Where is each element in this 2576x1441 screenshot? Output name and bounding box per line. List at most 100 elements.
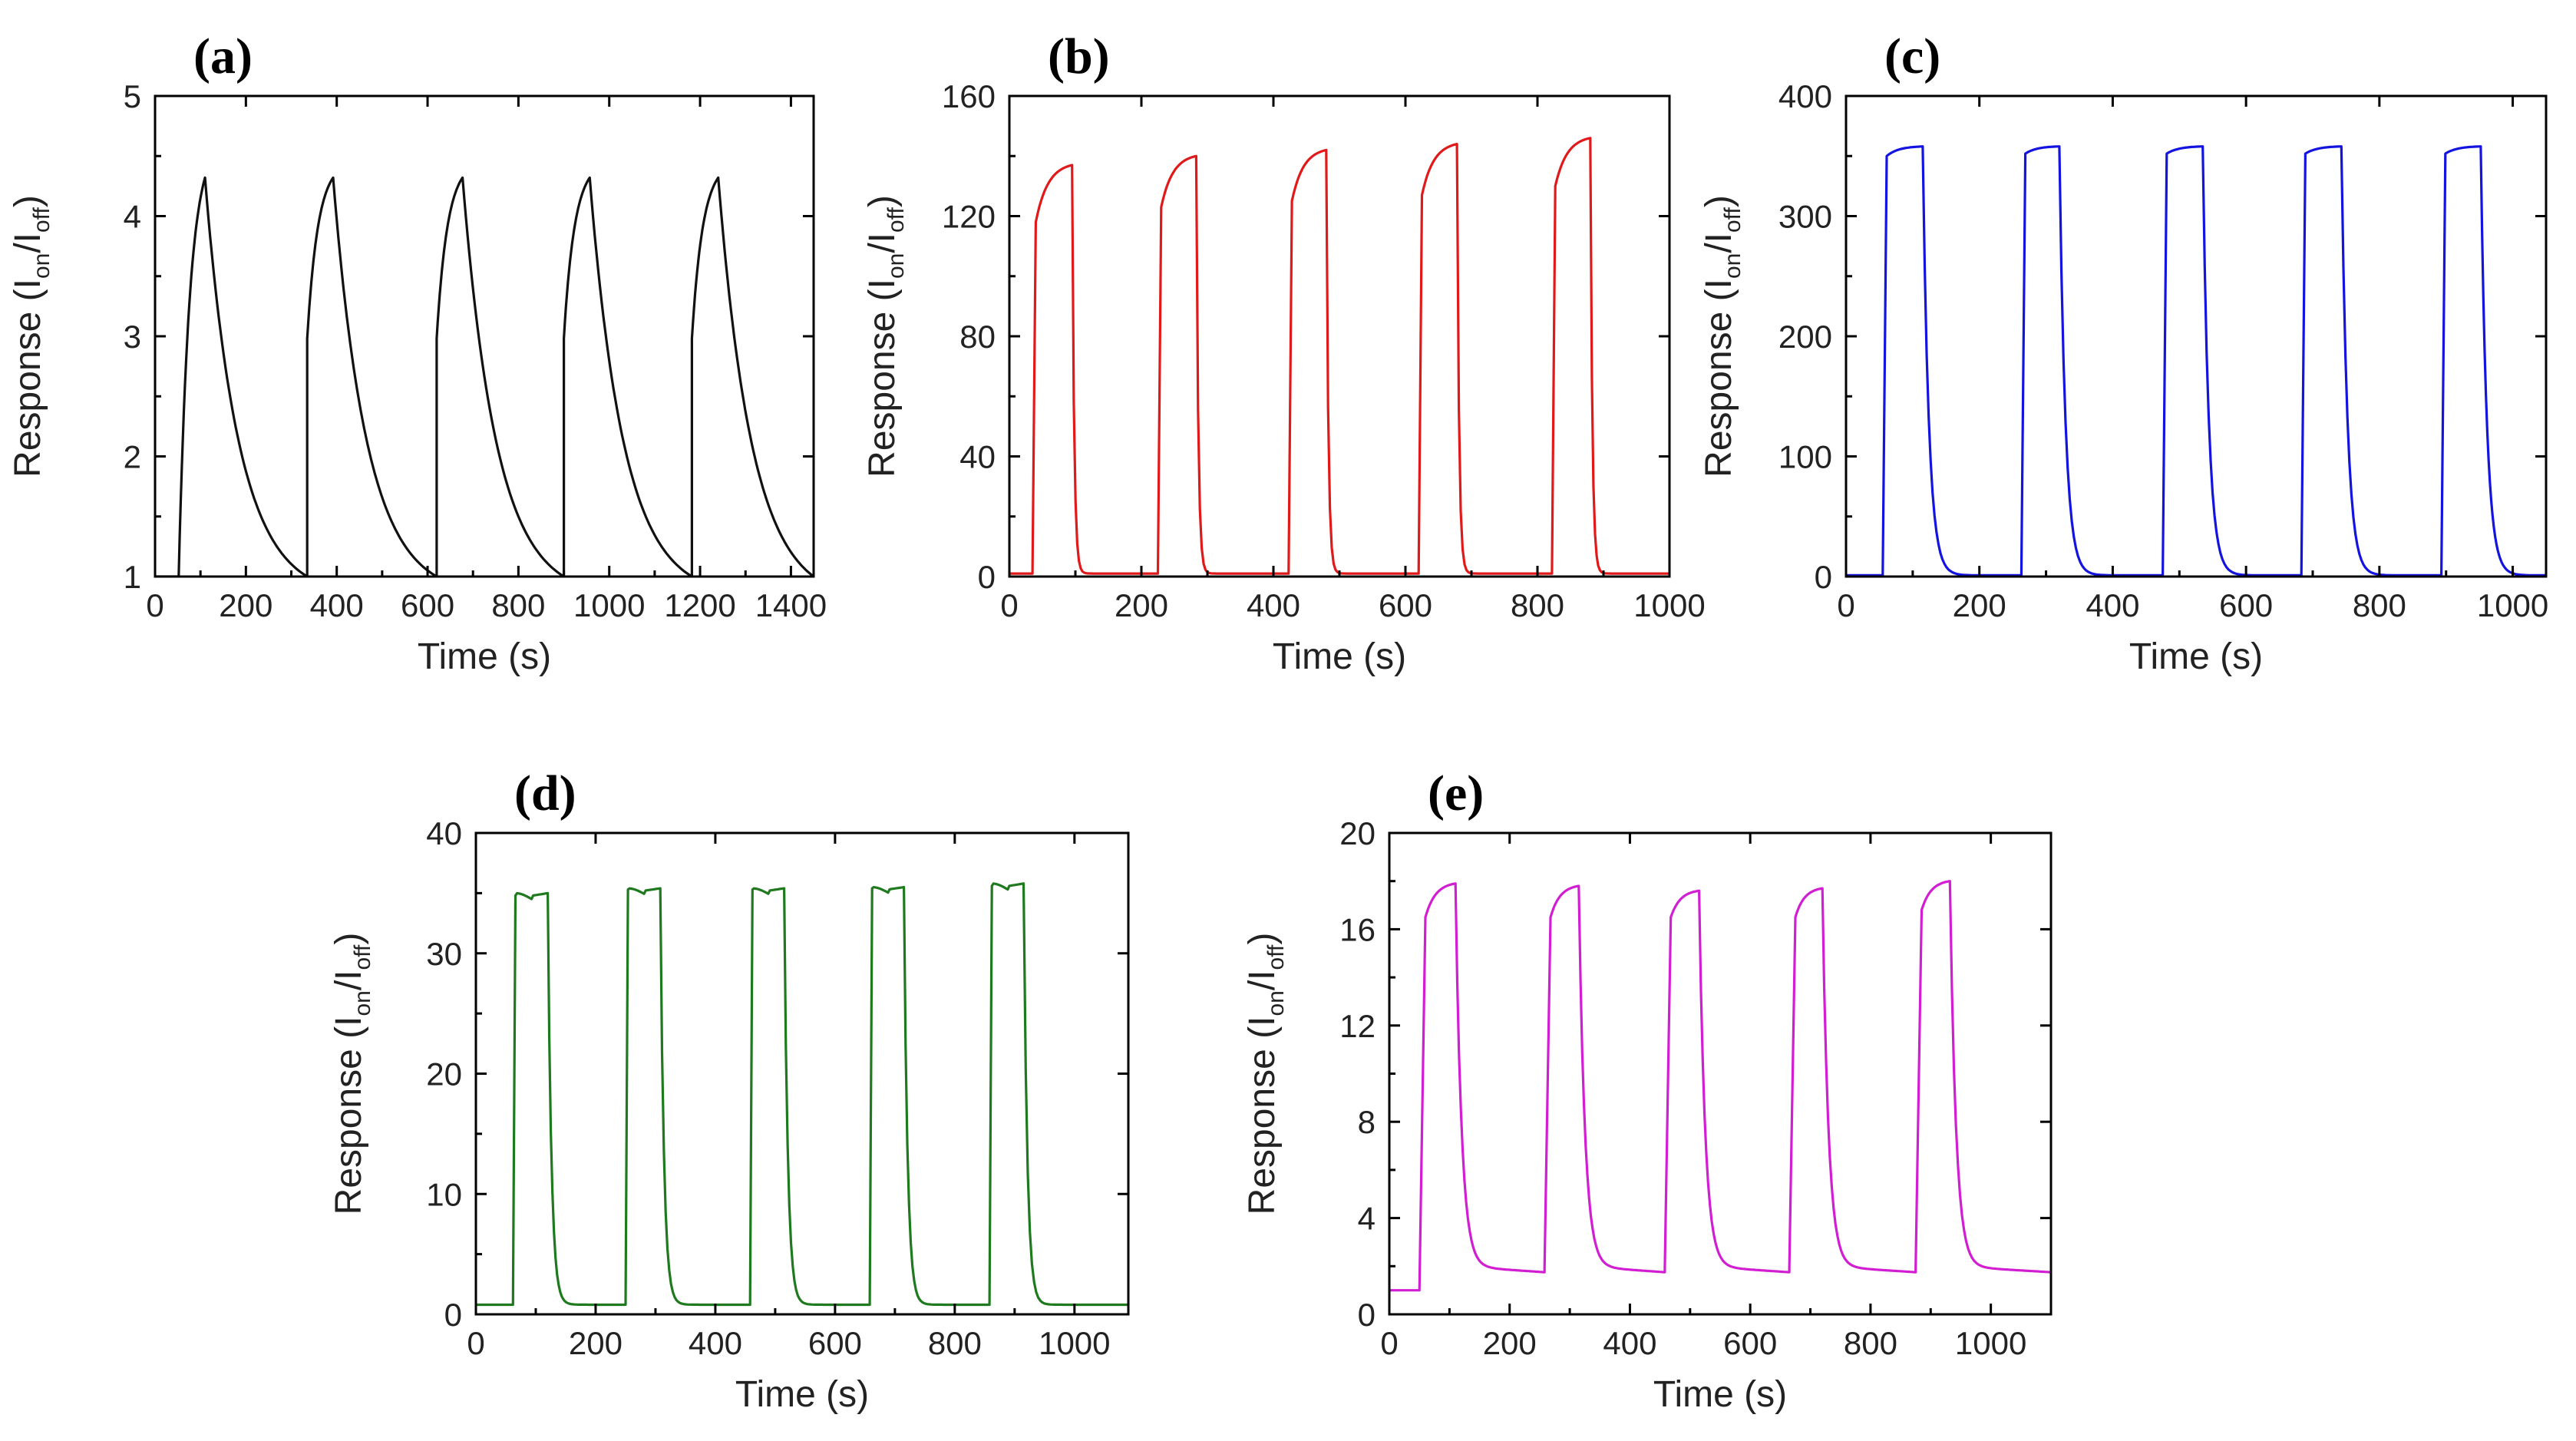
chart-panel-d: (d) 0 200 400 600 800 1000 0 10 20 30 40 Time (s) Res… [329,765,1130,1415]
y-axis-title-part-sub1: on [1720,253,1745,279]
y-axis-title-part-main: Response (I [329,1016,369,1215]
y-tick-label-d: 0 [444,1297,462,1333]
x-tick-label-e: 400 [1603,1325,1656,1361]
y-tick-label-a: 5 [124,78,141,114]
x-tick-label-c: 400 [2086,587,2139,623]
x-axis-title-e: Time (s) [1653,1374,1787,1415]
y-axis-title-part-main: Response (I [1242,1016,1283,1215]
y-tick-label-c: 400 [1778,78,1832,114]
x-tick-label-d: 200 [569,1325,623,1361]
y-axis-title-c: Response (Ion/Ioff) [1699,195,1745,478]
series-line-a [155,176,814,577]
chart-panel-b: (b) 0 200 400 600 800 1000 0 40 80 120 160 Time (s) R… [862,28,1706,677]
y-tick-label-c: 300 [1778,199,1832,235]
chart-panel-e: (e) 0 200 400 600 800 1000 0 4 8 12 16 20 Time (s) Res… [1242,765,2053,1415]
x-tick-label-a: 200 [219,587,272,623]
y-axis-title-part-sub2: off [29,207,54,232]
x-tick-label-b: 1000 [1633,587,1705,623]
x-tick-label-d: 1000 [1039,1325,1110,1361]
y-tick-label-d: 30 [426,936,462,972]
chart-panel-a: (a) 0 200 400 600 800 1000 1200 1400 1 2 3 4 5 Time (s… [8,28,827,677]
y-axis-title-part-sub2: off [883,207,909,232]
x-tick-label-d: 0 [467,1325,484,1361]
y-tick-label-b: 40 [959,439,996,475]
x-tick-label-a: 400 [310,587,364,623]
x-tick-label-b: 0 [1000,587,1018,623]
series-line-d [476,882,1128,1307]
y-tick-label-b: 120 [942,199,996,235]
y-tick-label-a: 3 [124,319,141,355]
x-tick-label-b: 800 [1511,587,1564,623]
y-axis-title-part-mid: /I [1242,970,1283,990]
x-tick-label-a: 0 [146,587,163,623]
x-tick-label-b: 400 [1247,587,1300,623]
y-axis-title-part-main: Response (I [1699,279,1739,478]
panel-label-b: (b) [1048,28,1110,84]
x-tick-label-e: 600 [1723,1325,1777,1361]
x-tick-label-e: 800 [1844,1325,1897,1361]
x-axis-title-a: Time (s) [418,636,551,677]
x-tick-label-e: 1000 [1955,1325,2026,1361]
y-tick-label-d: 20 [426,1056,462,1092]
x-tick-label-a: 1400 [755,587,827,623]
x-axis-title-c: Time (s) [2129,636,2263,677]
x-tick-label-e: 200 [1483,1325,1537,1361]
panel-label-a: (a) [193,28,253,84]
y-axis-title-part-sub1: on [883,253,909,279]
y-tick-label-e: 16 [1339,911,1376,947]
series-line-c [1846,145,2546,577]
panel-label-d: (d) [514,765,576,821]
panel-label-e: (e) [1428,765,1484,821]
y-tick-label-e: 12 [1339,1008,1376,1044]
x-tick-label-a: 1000 [573,587,645,623]
y-axis-title-part-end: ) [862,195,903,207]
y-tick-label-d: 40 [426,815,462,851]
series-line-e [1389,880,2051,1292]
series-line-b [1009,137,1669,575]
panel-label-c: (c) [1884,28,1940,84]
y-axis-title-b: Response (Ion/Ioff) [862,195,909,478]
y-axis-title-part-sub1: on [350,990,375,1016]
y-axis-title-a: Response (Ion/Ioff) [8,195,54,478]
x-tick-label-d: 400 [689,1325,742,1361]
y-tick-label-e: 8 [1358,1104,1376,1140]
y-tick-label-c: 100 [1778,439,1832,475]
plot-frame-a [154,94,815,578]
x-tick-label-c: 600 [2219,587,2273,623]
y-axis-title-part-main: Response (I [862,279,903,478]
y-axis-title-part-end: ) [1242,933,1283,945]
y-axis-title-part-mid: /I [329,970,369,990]
plot-frame-b [1008,94,1671,578]
y-axis-title-part-main: Response (I [8,279,48,478]
y-axis-title-d: Response (Ion/Ioff) [329,933,375,1215]
y-tick-label-c: 0 [1815,559,1832,595]
y-axis-title-part-end: ) [8,195,48,207]
y-axis-title-part-mid: /I [8,233,48,253]
y-axis-title-part-sub1: on [29,253,54,279]
y-axis-title-e: Response (Ion/Ioff) [1242,933,1289,1215]
y-tick-label-b: 160 [942,78,996,114]
y-tick-label-a: 1 [124,559,141,595]
y-axis-title-part-mid: /I [1699,233,1739,253]
chart-panel-c: (c) 0 200 400 600 800 1000 0 100 200 300 400 Time (s… [1699,28,2548,677]
x-tick-label-b: 600 [1379,587,1432,623]
y-tick-label-e: 4 [1358,1201,1376,1237]
y-tick-label-b: 80 [959,319,996,355]
x-tick-label-d: 800 [928,1325,982,1361]
plot-frame-e [1388,831,2053,1316]
x-tick-label-d: 600 [808,1325,862,1361]
x-axis-title-d: Time (s) [735,1374,869,1415]
y-axis-title-part-mid: /I [862,233,903,253]
y-axis-title-part-end: ) [1699,195,1739,207]
x-tick-label-c: 800 [2353,587,2406,623]
y-axis-title-part-sub1: on [1263,990,1289,1016]
y-axis-title-part-end: ) [329,933,369,945]
y-tick-label-e: 20 [1339,815,1376,851]
y-axis-title-part-sub2: off [1263,944,1289,970]
x-tick-label-a: 1200 [664,587,735,623]
y-tick-label-a: 2 [124,439,141,475]
y-tick-label-d: 10 [426,1176,462,1212]
x-tick-label-c: 1000 [2477,587,2548,623]
y-axis-title-part-sub2: off [350,944,375,970]
